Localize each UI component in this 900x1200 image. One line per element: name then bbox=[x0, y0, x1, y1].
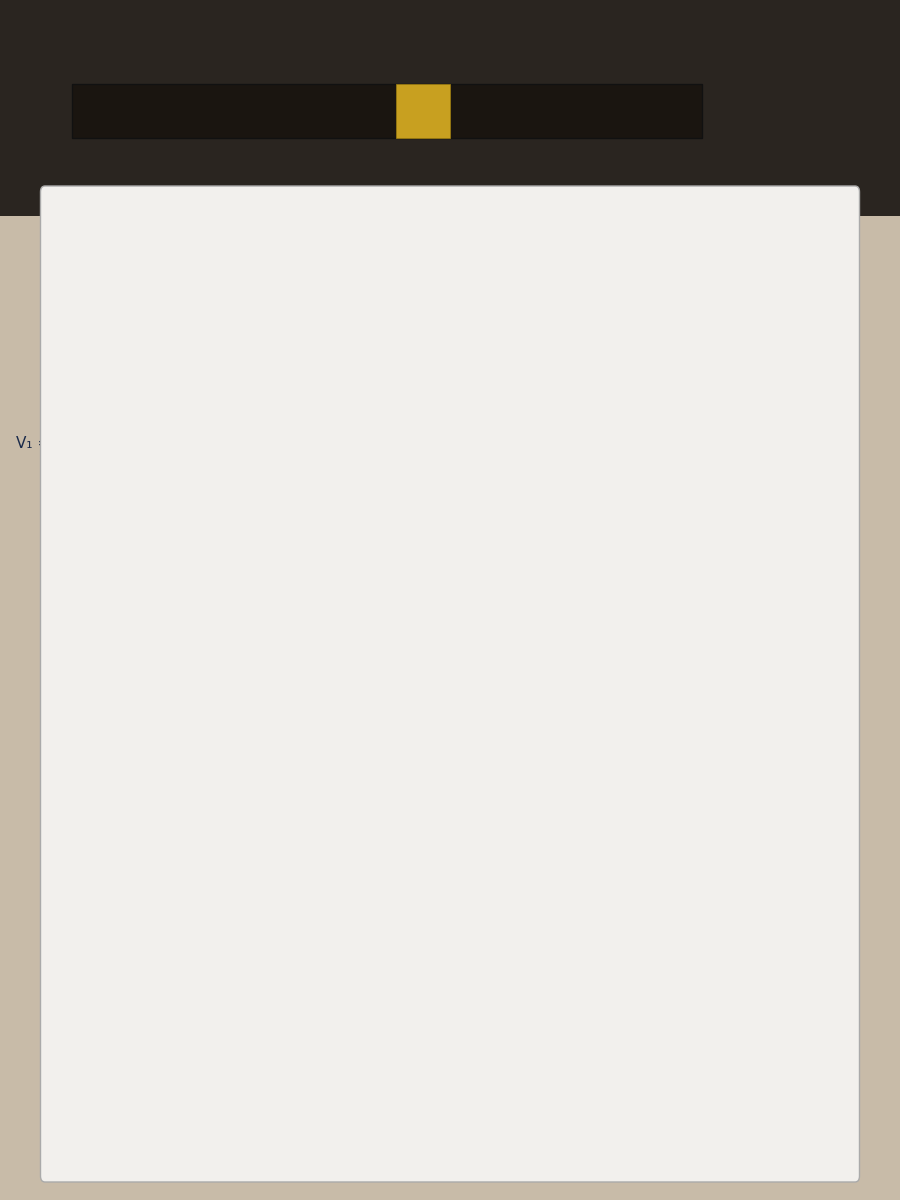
Text: R₁ = 10 μQ: R₁ = 10 μQ bbox=[232, 230, 317, 246]
Bar bbox=[396, 84, 450, 138]
Text: Given the following circuit: Given the following circuit bbox=[117, 190, 383, 208]
Text: R₂ = 5 μQ: R₂ = 5 μQ bbox=[552, 230, 627, 246]
Bar bbox=[72, 84, 702, 138]
Text: V₂ = 2 V: V₂ = 2 V bbox=[500, 437, 563, 451]
Text: V₁ = 20 V: V₁ = 20 V bbox=[16, 437, 90, 451]
Text: a.  What is the current and voltage across each resistor?: a. What is the current and voltage acros… bbox=[72, 658, 658, 676]
